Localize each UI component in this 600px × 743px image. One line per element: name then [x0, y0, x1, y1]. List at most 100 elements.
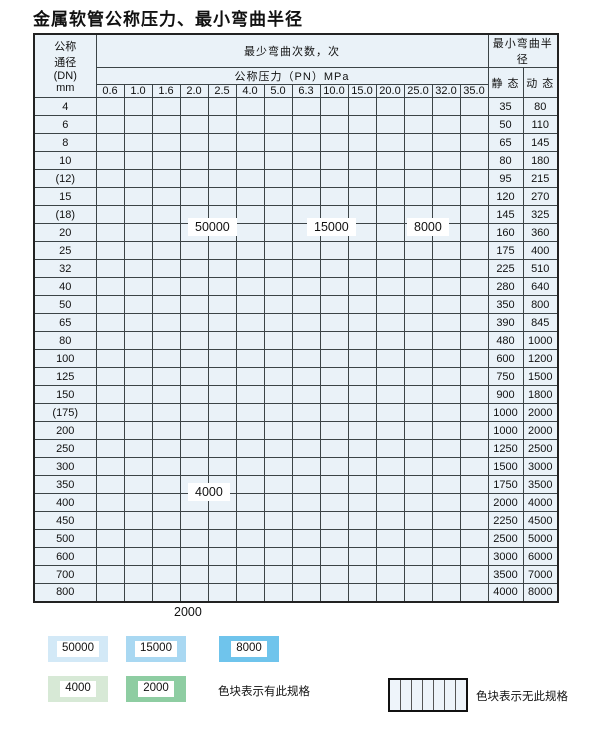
spec-cell-empty: [431, 313, 461, 332]
spec-cell-empty: [459, 259, 489, 278]
spec-cell-filled: [207, 457, 237, 476]
spec-cell-empty: [431, 529, 461, 548]
spec-cell-filled: [263, 367, 293, 386]
spec-cell-filled: [235, 385, 265, 404]
spec-cell-filled: [263, 349, 293, 368]
spec-cell-filled: [319, 151, 349, 170]
spec-cell-empty: [459, 439, 489, 458]
dn-value-cell: 250: [33, 439, 97, 458]
spec-cell-empty: [375, 475, 405, 494]
spec-cell-filled: [291, 133, 321, 152]
spec-cell-filled: [179, 241, 209, 260]
spec-cell-empty: [459, 547, 489, 566]
table-row: (175) 1000 2000: [33, 403, 559, 422]
spec-cell-filled: [123, 295, 153, 314]
spec-cell-empty: [375, 457, 405, 476]
spec-cell-filled: [291, 313, 321, 332]
no-spec-stripe: [434, 680, 445, 710]
spec-cell-filled: [207, 295, 237, 314]
spec-cell-empty: [403, 565, 433, 584]
spec-cell-empty: [291, 493, 321, 512]
table-row: 250 1250 2500: [33, 439, 559, 458]
spec-cell-filled: [375, 151, 405, 170]
spec-cell-filled: [207, 187, 237, 206]
spec-cell-filled: [263, 403, 293, 422]
spec-cell-empty: [375, 493, 405, 512]
static-radius-cell: 175: [487, 241, 524, 260]
spec-cell-filled: [95, 277, 125, 296]
spec-cell-empty: [207, 565, 237, 584]
spec-cell-filled: [123, 403, 153, 422]
dn-value-cell: 300: [33, 457, 97, 476]
static-radius-cell: 1000: [487, 403, 524, 422]
spec-cell-filled: [207, 97, 237, 116]
spec-cell-filled: [207, 115, 237, 134]
spec-cell-empty: [403, 511, 433, 530]
spec-cell-filled: [207, 439, 237, 458]
spec-cell-empty: [431, 367, 461, 386]
spec-cell-empty: [347, 295, 377, 314]
spec-cell-empty: [459, 421, 489, 440]
static-radius-cell: 1750: [487, 475, 524, 494]
spec-cell-empty: [347, 367, 377, 386]
dynamic-radius-cell: 145: [522, 133, 559, 152]
spec-cell-empty: [459, 349, 489, 368]
spec-cell-filled: [151, 187, 181, 206]
spec-cell-empty: [403, 367, 433, 386]
no-spec-stripe: [445, 680, 456, 710]
spec-cell-filled: [235, 241, 265, 260]
spec-cell-empty: [291, 385, 321, 404]
static-radius-cell: 2000: [487, 493, 524, 512]
spec-cell-filled: [235, 331, 265, 350]
spec-cell-empty: [375, 367, 405, 386]
table-row: (18) 145 325: [33, 205, 559, 224]
dynamic-radius-cell: 2500: [522, 439, 559, 458]
table-row: 4 35 80: [33, 97, 559, 116]
dn-value-cell: (18): [33, 205, 97, 224]
spec-cell-empty: [431, 493, 461, 512]
spec-cell-filled: [179, 313, 209, 332]
spec-cell-empty: [291, 421, 321, 440]
spec-cell-filled: [95, 439, 125, 458]
spec-cell-filled: [263, 277, 293, 296]
spec-cell-empty: [375, 295, 405, 314]
spec-cell-filled: [263, 439, 293, 458]
no-spec-stripe: [423, 680, 434, 710]
spec-cell-empty: [375, 331, 405, 350]
spec-cell-filled: [375, 133, 405, 152]
grid-zone-label: 15000: [307, 218, 356, 236]
spec-table: 公称 通径 (DN) mm 最少弯曲次数，次 最小弯曲半径 公称压力（PN）MP…: [33, 33, 559, 603]
static-radius-cell: 80: [487, 151, 524, 170]
spec-cell-empty: [431, 439, 461, 458]
spec-table-container: 公称 通径 (DN) mm 最少弯曲次数，次 最小弯曲半径 公称压力（PN）MP…: [33, 33, 559, 621]
spec-cell-empty: [375, 349, 405, 368]
dn-value-cell: (175): [33, 403, 97, 422]
spec-cell-empty: [459, 367, 489, 386]
spec-cell-empty: [347, 475, 377, 494]
spec-cell-filled: [95, 259, 125, 278]
spec-cell-empty: [347, 547, 377, 566]
spec-cell-empty: [403, 331, 433, 350]
pressure-column-header: 0.6: [95, 84, 125, 98]
spec-cell-empty: [291, 331, 321, 350]
table-row: 450 2250 4500: [33, 511, 559, 530]
spec-cell-filled: [263, 259, 293, 278]
spec-cell-empty: [431, 583, 461, 602]
static-radius-cell: 900: [487, 385, 524, 404]
static-radius-cell: 1000: [487, 421, 524, 440]
pressure-column-header: 2.0: [179, 84, 209, 98]
spec-cell-empty: [291, 547, 321, 566]
spec-cell-filled: [263, 421, 293, 440]
spec-cell-empty: [459, 457, 489, 476]
spec-cell-empty: [459, 529, 489, 548]
table-row: 400 2000 4000: [33, 493, 559, 512]
spec-cell-empty: [459, 493, 489, 512]
table-row: 800 4000 8000: [33, 583, 559, 602]
spec-cell-filled: [207, 151, 237, 170]
spec-cell-filled: [263, 385, 293, 404]
spec-cell-filled: [123, 511, 153, 530]
spec-cell-empty: [207, 583, 237, 602]
spec-cell-filled: [179, 439, 209, 458]
static-radius-cell: 600: [487, 349, 524, 368]
spec-cell-filled: [347, 115, 377, 134]
